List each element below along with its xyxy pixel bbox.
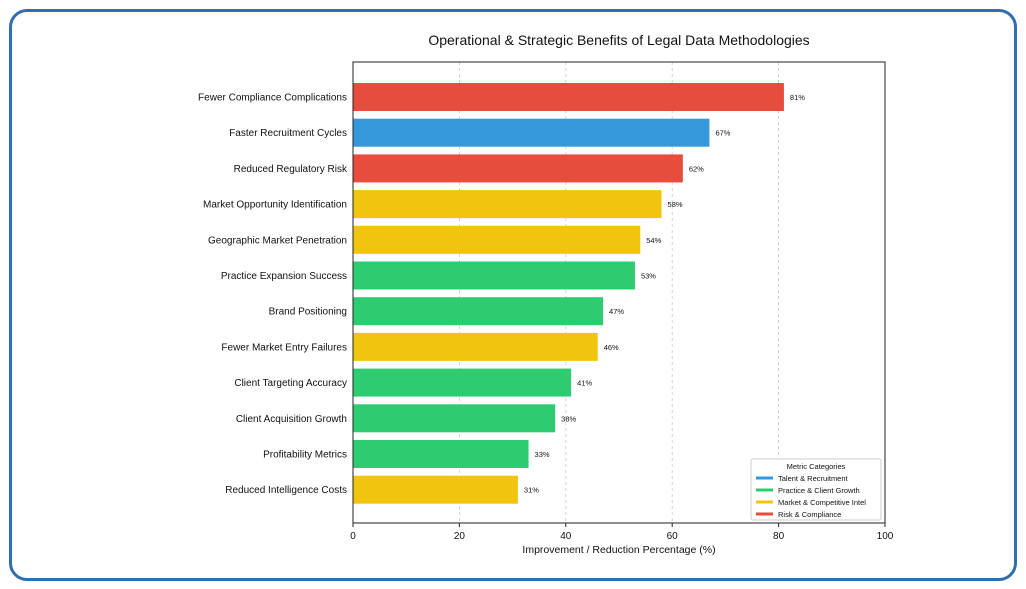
value-label: 81% [790, 93, 805, 102]
bar [353, 118, 710, 147]
x-axis: 0 20 40 60 80 100 [350, 523, 894, 542]
legend-entry: Risk & Compliance [778, 510, 841, 519]
category-label: Fewer Compliance Complications [198, 93, 347, 104]
value-label: 58% [668, 200, 683, 209]
category-label: Market Opportunity Identification [203, 200, 347, 211]
category-label: Brand Positioning [269, 307, 347, 318]
value-label: 31% [524, 486, 539, 495]
value-label: 41% [577, 379, 592, 388]
value-label: 54% [646, 236, 661, 245]
legend-entry: Practice & Client Growth [778, 486, 860, 495]
category-labels: Fewer Compliance Complications Faster Rec… [198, 93, 348, 497]
category-label: Faster Recruitment Cycles [229, 128, 347, 139]
bar [353, 225, 641, 254]
x-tick-label: 60 [667, 531, 679, 542]
legend-box [750, 458, 882, 521]
value-label: 62% [689, 164, 704, 173]
bar [353, 83, 784, 111]
plot-area-border [352, 61, 886, 524]
category-label: Practice Expansion Success [221, 271, 347, 282]
value-label: 38% [561, 414, 576, 423]
category-label: Geographic Market Penetration [208, 235, 347, 246]
value-label: 67% [715, 129, 730, 138]
category-label: Reduced Intelligence Costs [225, 485, 347, 496]
x-tick-label: 40 [560, 531, 572, 542]
legend-title: Metric Categories [787, 462, 846, 471]
legend-entry: Market & Competitive Intel [778, 498, 866, 507]
x-tick-label: 80 [773, 531, 785, 542]
bar [353, 154, 683, 183]
x-tick-label: 100 [877, 531, 894, 542]
chart-title: Operational & Strategic Benefits of Lega… [428, 32, 809, 48]
bar [353, 190, 662, 219]
bar [353, 332, 598, 361]
category-label: Reduced Regulatory Risk [234, 164, 348, 175]
value-labels: 81% 67% 62% 58% 54% 53% 47% 46% 41% 38% 33% 31% [524, 93, 805, 495]
x-axis-label: Improvement / Reduction Percentage (%) [522, 544, 715, 556]
category-label: Client Targeting Accuracy [234, 378, 347, 389]
value-label: 33% [535, 450, 550, 459]
bar [353, 261, 635, 290]
legend-entry: Talent & Recruitment [778, 474, 849, 483]
bar [353, 297, 604, 326]
value-label: 46% [604, 343, 619, 352]
bar [353, 368, 572, 397]
bars [353, 83, 784, 504]
category-label: Fewer Market Entry Failures [221, 342, 347, 353]
x-tick-label: 20 [454, 531, 466, 542]
category-label: Client Acquisition Growth [236, 414, 347, 425]
bar [353, 440, 529, 468]
value-label: 47% [609, 307, 624, 316]
bar [353, 475, 518, 504]
category-label: Profitability Metrics [263, 450, 347, 461]
x-tick-label: 0 [350, 531, 356, 542]
bar [353, 404, 556, 433]
legend: Metric Categories Talent & Recruitment Pra… [750, 458, 882, 521]
value-label: 53% [641, 272, 656, 281]
